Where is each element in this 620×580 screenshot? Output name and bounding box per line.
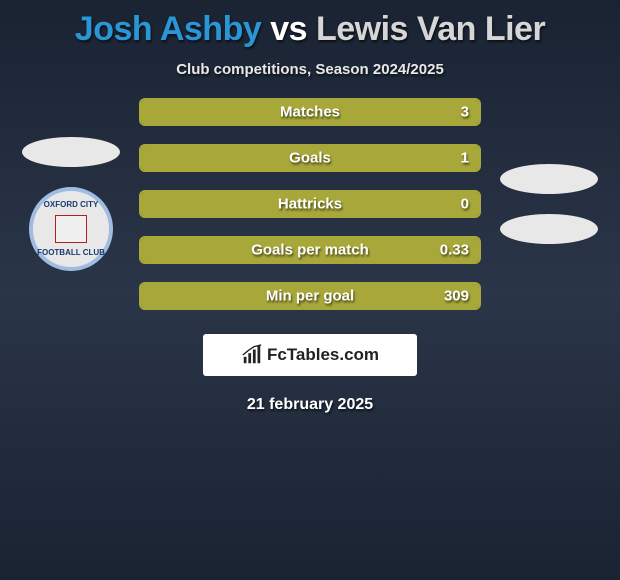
date-text: 21 february 2025	[0, 396, 620, 414]
crest-bottom-text: FOOTBALL CLUB	[37, 249, 105, 257]
left-column: OXFORD CITY FOOTBALL CLUB	[21, 137, 121, 271]
player2-marker-1	[500, 164, 598, 194]
stat-value: 309	[444, 288, 469, 305]
page-title: Josh Ashby vs Lewis Van Lier	[0, 0, 620, 49]
right-column	[499, 164, 599, 244]
stat-bar: Goals per match 0.33	[139, 236, 481, 264]
stat-label: Matches	[280, 104, 340, 121]
stat-value: 1	[461, 150, 469, 167]
club-crest-left: OXFORD CITY FOOTBALL CLUB	[29, 187, 113, 271]
stat-value: 0.33	[440, 242, 469, 259]
stat-label: Goals per match	[251, 242, 369, 259]
stat-bar: Goals 1	[139, 144, 481, 172]
crest-top-text: OXFORD CITY	[44, 201, 99, 209]
stat-value: 3	[461, 104, 469, 121]
chart-icon	[241, 344, 263, 366]
vs-text: vs	[270, 10, 307, 48]
player1-marker	[22, 137, 120, 167]
stat-bars: Matches 3 Goals 1 Hattricks 0 Goals per match 0…	[139, 98, 481, 310]
subtitle: Club competitions, Season 2024/2025	[0, 61, 620, 78]
brand-badge: FcTables.com	[203, 334, 417, 376]
player2-marker-2	[500, 214, 598, 244]
stat-bar: Min per goal 309	[139, 282, 481, 310]
stat-bar: Matches 3	[139, 98, 481, 126]
main-row: OXFORD CITY FOOTBALL CLUB Matches 3 Goals 1…	[0, 98, 620, 310]
stat-label: Hattricks	[278, 196, 342, 213]
player1-name: Josh Ashby	[75, 10, 261, 48]
stat-bar: Hattricks 0	[139, 190, 481, 218]
stat-label: Goals	[289, 150, 331, 167]
stat-label: Min per goal	[266, 288, 354, 305]
brand-text: FcTables.com	[267, 345, 379, 365]
stat-value: 0	[461, 196, 469, 213]
player2-name: Lewis Van Lier	[316, 10, 545, 48]
